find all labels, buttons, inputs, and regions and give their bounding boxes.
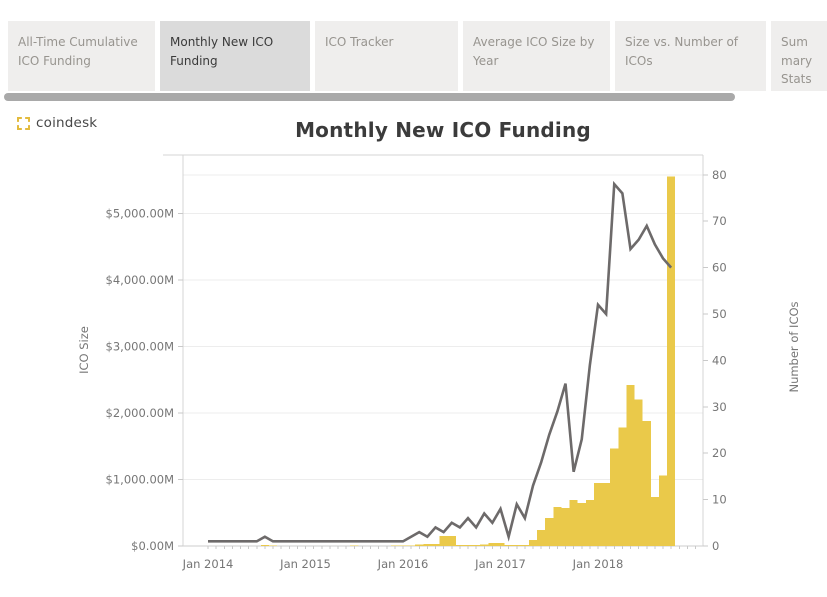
y-right-tick-label: 30 <box>712 400 727 414</box>
monthly-ico-funding-chart: Jan 2014 Jan 2015 Jan 2016 Jan 2017 Jan 2018… <box>0 148 827 593</box>
tab-monthly-new-ico-funding[interactable]: Monthly New ICO Funding <box>160 21 310 91</box>
y-left-tick-label: $4,000.00M <box>106 273 174 287</box>
bar-mark <box>643 421 651 546</box>
bar-mark <box>561 508 569 546</box>
x-tick-label: Jan 2016 <box>377 557 429 571</box>
y-right-tick-label: 40 <box>712 353 727 367</box>
bar-mark <box>407 545 415 546</box>
bar-mark <box>594 483 602 546</box>
x-tick-label: Jan 2015 <box>279 557 331 571</box>
bar-mark <box>440 536 448 546</box>
bar-mark <box>505 545 513 546</box>
y-left-tick-label: $1,000.00M <box>106 473 174 487</box>
y-right-tick-label: 60 <box>712 261 727 275</box>
bar-mark <box>635 400 643 546</box>
bar-mark <box>448 536 456 546</box>
bar-mark <box>618 428 626 546</box>
bar-mark <box>456 545 464 546</box>
bar-mark <box>570 500 578 546</box>
y-left-tick-label: $0.00M <box>131 539 174 553</box>
brand: coindesk <box>17 115 97 131</box>
brand-name: coindesk <box>36 115 97 131</box>
bar-mark <box>431 544 439 546</box>
right-axis-title: Number of ICOs <box>787 301 801 392</box>
bar-mark <box>261 545 269 546</box>
y-right-tick-label: 70 <box>712 214 727 228</box>
tab-scrollbar-track <box>0 92 827 102</box>
bar-mark <box>659 476 667 546</box>
chart-title: Monthly New ICO Funding <box>183 118 703 142</box>
x-tick-label: Jan 2014 <box>182 557 234 571</box>
tab-all-time-cumulative-ico-funding[interactable]: All-Time Cumulative ICO Funding <box>8 21 155 91</box>
bar-mark <box>651 497 659 546</box>
tab-average-ico-size-by-year[interactable]: Average ICO Size by Year <box>463 21 610 91</box>
bar-mark <box>513 545 521 546</box>
y-left-tick-label: $5,000.00M <box>106 207 174 221</box>
bar-mark <box>423 544 431 546</box>
bar-mark <box>521 545 529 546</box>
bar-mark <box>464 545 472 546</box>
x-tick-label: Jan 2018 <box>572 557 624 571</box>
tab-size-vs-number-of-icos[interactable]: Size vs. Number of ICOs <box>615 21 766 91</box>
x-tick-label: Jan 2017 <box>474 557 526 571</box>
y-right-tick-label: 10 <box>712 493 727 507</box>
bar-mark <box>529 540 537 546</box>
bar-mark <box>626 385 634 546</box>
bar-mark <box>415 544 423 546</box>
bar-mark <box>545 518 553 546</box>
bar-mark <box>586 500 594 546</box>
tab-bar: All-Time Cumulative ICO Funding Monthly … <box>0 21 827 91</box>
bar-mark <box>496 543 504 546</box>
bar-mark <box>537 530 545 546</box>
y-right-tick-label: 0 <box>712 539 719 553</box>
bar-mark <box>602 483 610 546</box>
y-right-tick-label: 80 <box>712 168 727 182</box>
tab-scrollbar-thumb[interactable] <box>4 93 735 101</box>
bar-mark <box>667 176 675 546</box>
y-left-tick-label: $2,000.00M <box>106 406 174 420</box>
bar-mark <box>553 507 561 546</box>
bar-mark <box>578 503 586 546</box>
bar-mark <box>610 449 618 546</box>
left-axis-title: ICO Size <box>77 326 91 374</box>
bar-mark <box>480 545 488 546</box>
chart-canvas: Jan 2014 Jan 2015 Jan 2016 Jan 2017 Jan 2018… <box>0 148 827 593</box>
bar-mark <box>488 543 496 546</box>
bar-mark <box>472 545 480 546</box>
tab-ico-tracker[interactable]: ICO Tracker <box>315 21 458 91</box>
coindesk-logo-icon <box>17 117 30 130</box>
bar-mark <box>269 545 277 546</box>
y-right-tick-label: 20 <box>712 446 727 460</box>
y-left-tick-label: $3,000.00M <box>106 340 174 354</box>
y-right-tick-label: 50 <box>712 307 727 321</box>
tab-summary-stats[interactable]: Summary Stats <box>771 21 827 91</box>
